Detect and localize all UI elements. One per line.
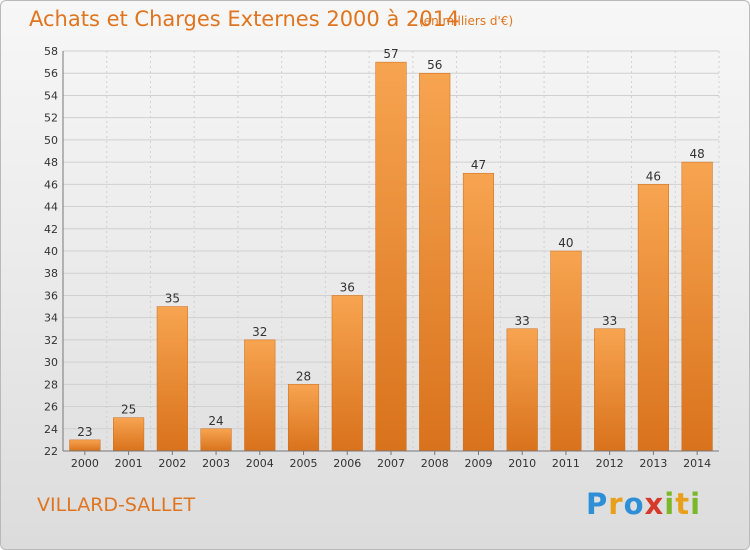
- data-label-2010: 33: [515, 314, 530, 328]
- bar-2008: [419, 72, 451, 452]
- bars: [69, 61, 713, 452]
- y-tick-label: 34: [44, 312, 58, 325]
- bar-2002: [156, 306, 188, 452]
- y-tick-label: 58: [44, 45, 58, 58]
- x-tick-label-2001: 2001: [115, 457, 143, 470]
- y-tick-label: 50: [44, 134, 58, 147]
- x-tick-label-2012: 2012: [596, 457, 624, 470]
- x-tick-label-2007: 2007: [377, 457, 405, 470]
- y-tick-label: 56: [44, 67, 58, 80]
- y-tick-label: 54: [44, 89, 58, 102]
- x-tick-label-2014: 2014: [683, 457, 711, 470]
- x-tick-label-2005: 2005: [290, 457, 318, 470]
- x-tick-label-2002: 2002: [158, 457, 186, 470]
- x-tick-label-2000: 2000: [71, 457, 99, 470]
- bar-2014: [681, 161, 713, 452]
- x-tick-label-2009: 2009: [464, 457, 492, 470]
- data-label-2011: 40: [558, 236, 573, 250]
- y-tick-label: 46: [44, 178, 58, 191]
- x-tick-label-2003: 2003: [202, 457, 230, 470]
- y-tick-label: 36: [44, 289, 58, 302]
- bar-2001: [113, 417, 145, 452]
- bar-2012: [594, 328, 626, 452]
- y-tick-label: 22: [44, 445, 58, 458]
- x-tick-label-2010: 2010: [508, 457, 536, 470]
- y-tick-label: 32: [44, 334, 58, 347]
- commune-name: VILLARD-SALLET: [37, 494, 196, 516]
- bar-2003: [200, 428, 232, 452]
- y-tick-label: 40: [44, 245, 58, 258]
- data-label-2008: 56: [427, 58, 442, 72]
- bar-2009: [462, 172, 495, 452]
- y-tick-label: 44: [44, 201, 58, 214]
- data-label-2013: 46: [646, 169, 661, 183]
- y-tick-label: 42: [44, 223, 58, 236]
- x-tick-label-2013: 2013: [639, 457, 667, 470]
- data-labels: 23 25 35 24 32 28 36 57 56 47 33 40 33 46 48: [77, 47, 705, 439]
- bar-2011: [550, 250, 582, 452]
- bar-2010: [506, 328, 538, 452]
- data-label-2004: 32: [252, 325, 267, 339]
- axes: 22 24 26 28 30 32 34 36 38 40 42 44 46 48 50 52 54 56 58 20…: [44, 45, 719, 470]
- chart-subtitle: (en milliers d'€): [419, 14, 514, 28]
- x-tick-label-2004: 2004: [246, 457, 274, 470]
- bar-2005: [287, 384, 320, 452]
- data-label-2001: 25: [121, 403, 136, 417]
- y-tick-label: 48: [44, 156, 58, 169]
- data-label-2006: 36: [340, 280, 355, 294]
- bar-2004: [244, 339, 276, 452]
- bar-2013: [637, 184, 669, 452]
- data-label-2009: 47: [471, 158, 486, 172]
- y-tick-label: 28: [44, 378, 58, 391]
- data-label-2002: 35: [165, 292, 180, 306]
- y-tick-label: 52: [44, 112, 58, 125]
- bar-2006: [331, 295, 363, 452]
- data-label-2007: 57: [383, 47, 398, 61]
- data-label-2005: 28: [296, 369, 311, 383]
- x-tick-label-2006: 2006: [333, 457, 361, 470]
- chart-title: Achats et Charges Externes 2000 à 2014: [29, 7, 460, 31]
- data-label-2014: 48: [689, 147, 704, 161]
- x-tick-label-2008: 2008: [421, 457, 449, 470]
- y-tick-label: 30: [44, 356, 58, 369]
- x-tick-label-2011: 2011: [552, 457, 580, 470]
- data-label-2012: 33: [602, 314, 617, 328]
- bar-2000: [69, 439, 101, 452]
- data-label-2000: 23: [77, 425, 92, 439]
- proxiti-logo[interactable]: Proxiti: [586, 487, 702, 521]
- bar-2007: [375, 61, 407, 452]
- data-label-2003: 24: [208, 414, 223, 428]
- y-tick-label: 26: [44, 401, 58, 414]
- y-tick-label: 38: [44, 267, 58, 280]
- y-tick-label: 24: [44, 423, 58, 436]
